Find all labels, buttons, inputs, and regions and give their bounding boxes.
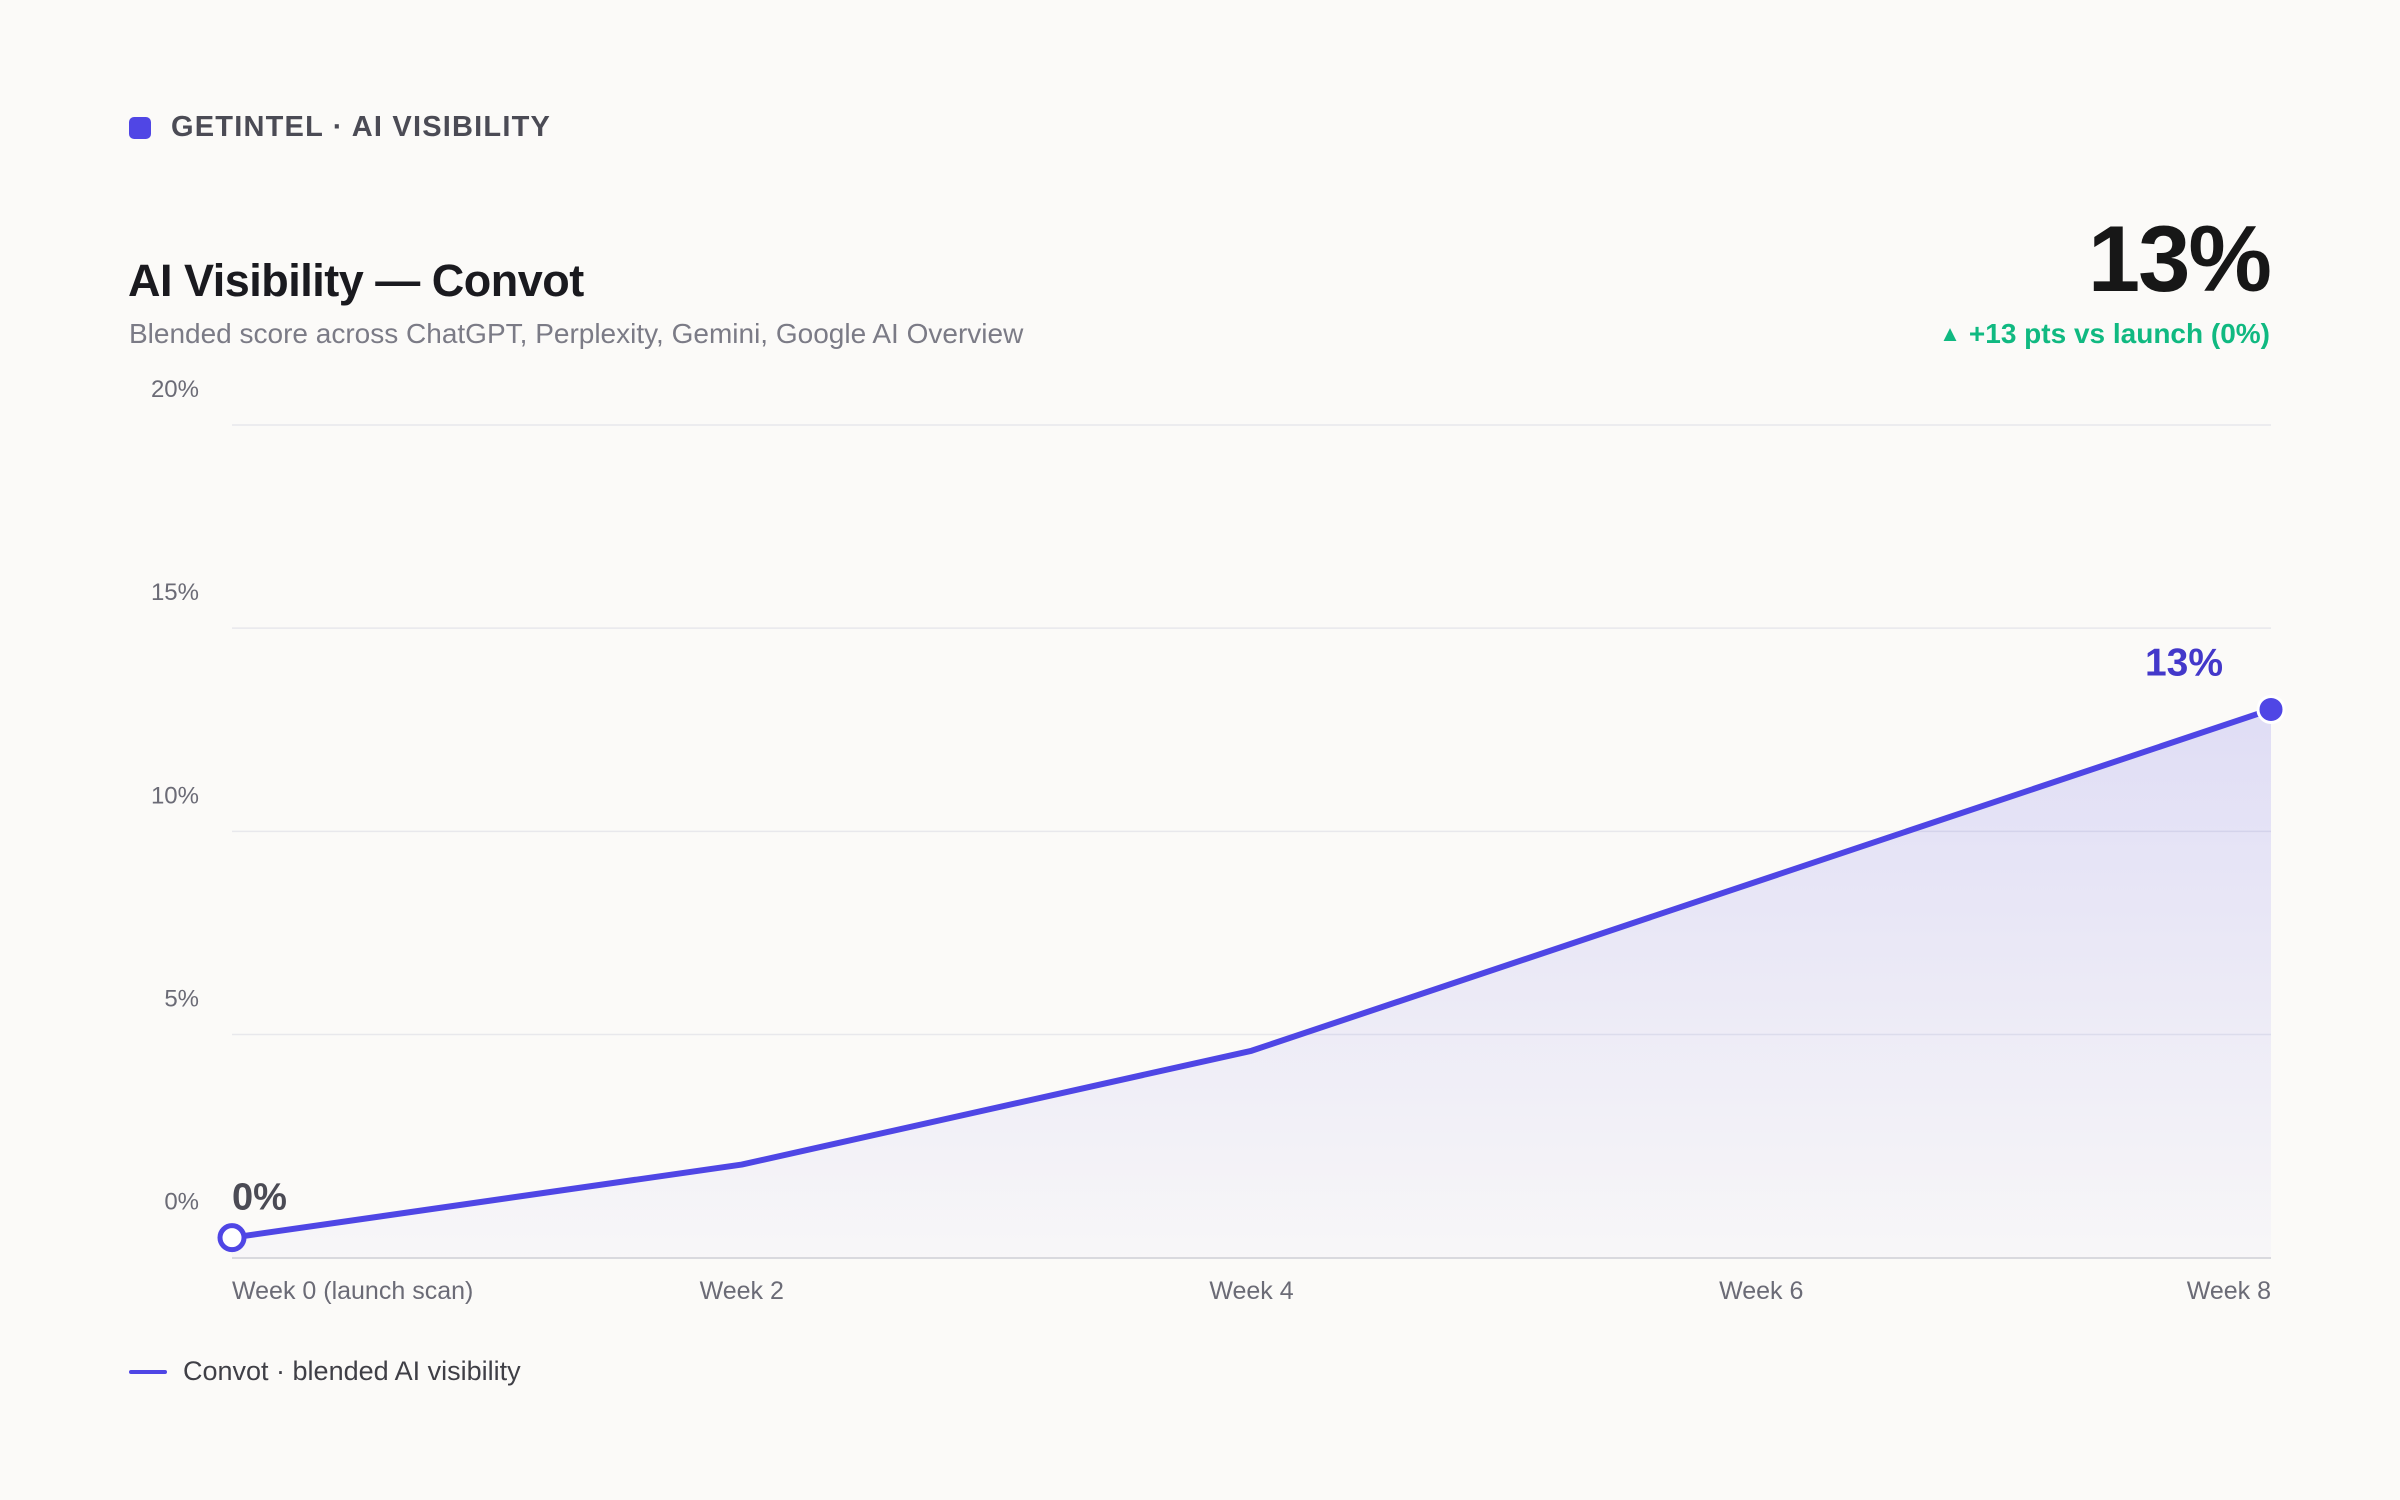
x-tick-label: Week 4 [1209,1277,1293,1305]
delta-text: +13 pts vs launch (0%) [1968,318,2270,349]
x-tick-label: Week 8 [2187,1277,2271,1305]
legend-label: Convot · blended AI visibility [183,1356,521,1386]
x-tick-label: Week 6 [1719,1277,1803,1305]
legend-swatch [129,1369,167,1374]
y-tick-label: 10% [151,782,199,809]
delta-badge: ▲ +13 pts vs launch (0%) [1939,318,2270,350]
up-arrow-icon: ▲ [1939,321,1961,346]
brand-text: GETINTEL · AI VISIBILITY [171,111,552,143]
point-layer [217,694,2286,1253]
chart-legend: Convot · blended AI visibility [129,1356,521,1387]
area-layer [232,709,2271,1258]
headline-value: 13% [2087,206,2272,311]
series-line [229,706,2274,1241]
brand-logo-icon [129,116,151,139]
x-tick-label: Week 0 (launch scan) [232,1277,473,1305]
end-point-marker [2256,694,2286,724]
chart-title: AI Visibility — Convot [128,255,584,306]
line-layer [229,706,2274,1241]
y-tick-label: 15% [151,579,199,606]
series-area [232,709,2271,1258]
annotation-layer: 0% 13% [232,641,2223,1218]
y-tick-label: 0% [164,1189,199,1216]
y-tick-label: 5% [164,986,199,1013]
chart-subtitle: Blended score across ChatGPT, Perplexity… [129,318,1024,349]
brand-header: GETINTEL · AI VISIBILITY [129,111,551,144]
start-value-label: 0% [232,1177,287,1219]
x-tick-label: Week 2 [700,1277,784,1305]
y-tick-label: 20% [151,376,199,403]
axis-layer: 0% 5% 10% 15% 20% Week 0 (launch scan) Week 2 W… [151,376,2271,1305]
start-point-marker [217,1223,247,1253]
end-value-label: 13% [2145,641,2223,684]
